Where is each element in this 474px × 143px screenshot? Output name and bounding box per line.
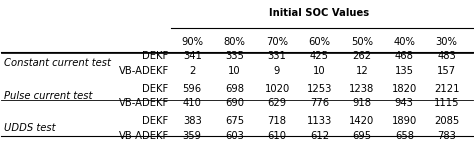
Text: 10: 10 xyxy=(228,66,241,76)
Text: DEKF: DEKF xyxy=(142,84,169,94)
Text: 262: 262 xyxy=(352,51,372,61)
Text: 30%: 30% xyxy=(436,37,457,47)
Text: 718: 718 xyxy=(267,116,287,126)
Text: 690: 690 xyxy=(225,98,244,108)
Text: 629: 629 xyxy=(267,98,287,108)
Text: 610: 610 xyxy=(267,131,287,141)
Text: 483: 483 xyxy=(438,51,456,61)
Text: 675: 675 xyxy=(225,116,244,126)
Text: Pulse current test: Pulse current test xyxy=(4,91,92,101)
Text: 468: 468 xyxy=(395,51,414,61)
Text: 943: 943 xyxy=(395,98,414,108)
Text: 341: 341 xyxy=(183,51,201,61)
Text: 776: 776 xyxy=(310,98,329,108)
Text: 1820: 1820 xyxy=(392,84,417,94)
Text: 135: 135 xyxy=(395,66,414,76)
Text: 783: 783 xyxy=(437,131,456,141)
Text: 10: 10 xyxy=(313,66,326,76)
Text: DEKF: DEKF xyxy=(142,116,169,126)
Text: 1115: 1115 xyxy=(434,98,459,108)
Text: Constant current test: Constant current test xyxy=(4,58,110,68)
Text: 596: 596 xyxy=(182,84,202,94)
Text: 918: 918 xyxy=(352,98,371,108)
Text: 410: 410 xyxy=(183,98,201,108)
Text: DEKF: DEKF xyxy=(142,51,169,61)
Text: 60%: 60% xyxy=(309,37,330,47)
Text: 603: 603 xyxy=(225,131,244,141)
Text: 70%: 70% xyxy=(266,37,288,47)
Text: 359: 359 xyxy=(183,131,202,141)
Text: 383: 383 xyxy=(183,116,201,126)
Text: 335: 335 xyxy=(225,51,244,61)
Text: 1420: 1420 xyxy=(349,116,374,126)
Text: 80%: 80% xyxy=(224,37,246,47)
Text: UDDS test: UDDS test xyxy=(4,124,55,133)
Text: 50%: 50% xyxy=(351,37,373,47)
Text: VB-ADEKF: VB-ADEKF xyxy=(118,131,169,141)
Text: 331: 331 xyxy=(268,51,286,61)
Text: 612: 612 xyxy=(310,131,329,141)
Text: 12: 12 xyxy=(356,66,368,76)
Text: 1133: 1133 xyxy=(307,116,332,126)
Text: 2085: 2085 xyxy=(434,116,459,126)
Text: VB-ADEKF: VB-ADEKF xyxy=(118,98,169,108)
Text: 425: 425 xyxy=(310,51,329,61)
Text: 40%: 40% xyxy=(393,37,415,47)
Text: 90%: 90% xyxy=(181,37,203,47)
Text: 1238: 1238 xyxy=(349,84,374,94)
Text: 9: 9 xyxy=(274,66,280,76)
Text: 157: 157 xyxy=(437,66,456,76)
Text: 1020: 1020 xyxy=(264,84,290,94)
Text: 1890: 1890 xyxy=(392,116,417,126)
Text: Initial SOC Values: Initial SOC Values xyxy=(269,8,370,18)
Text: VB-ADEKF: VB-ADEKF xyxy=(118,66,169,76)
Text: 1253: 1253 xyxy=(307,84,332,94)
Text: 658: 658 xyxy=(395,131,414,141)
Text: 2121: 2121 xyxy=(434,84,459,94)
Text: 2: 2 xyxy=(189,66,195,76)
Text: 698: 698 xyxy=(225,84,244,94)
Text: 695: 695 xyxy=(352,131,372,141)
